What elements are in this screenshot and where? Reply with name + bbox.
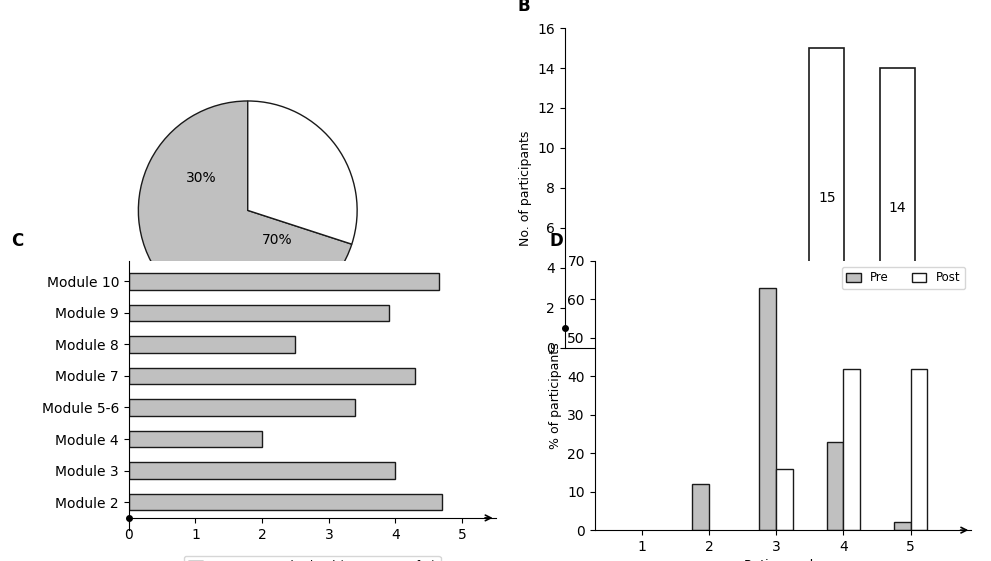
Bar xyxy=(129,273,439,289)
Text: 2: 2 xyxy=(751,321,760,335)
Text: D: D xyxy=(549,232,563,250)
Text: 30%: 30% xyxy=(185,171,216,185)
Text: 70%: 70% xyxy=(262,233,292,246)
Legend: Pre, Post: Pre, Post xyxy=(841,267,965,289)
Legend: Mean score obtained (max score of 5): Mean score obtained (max score of 5) xyxy=(183,555,441,561)
Bar xyxy=(911,369,928,530)
Bar xyxy=(894,522,911,530)
Bar xyxy=(129,368,415,384)
Bar xyxy=(759,288,776,530)
Bar xyxy=(880,68,916,348)
Bar xyxy=(129,399,356,416)
Y-axis label: No. of participants: No. of participants xyxy=(519,130,532,246)
Bar xyxy=(809,48,844,348)
X-axis label: Rating scale: Rating scale xyxy=(744,559,822,561)
Legend: Course completers, Drop outs: Course completers, Drop outs xyxy=(130,408,366,430)
Bar xyxy=(826,442,843,530)
X-axis label: Rating scale: Rating scale xyxy=(724,377,802,390)
Text: 15: 15 xyxy=(818,191,835,205)
Y-axis label: % of participants: % of participants xyxy=(549,342,562,449)
Bar xyxy=(129,494,442,511)
Bar xyxy=(738,308,774,348)
Bar xyxy=(843,369,860,530)
Text: 14: 14 xyxy=(889,201,907,215)
Bar xyxy=(692,484,709,530)
Bar xyxy=(776,468,793,530)
Bar xyxy=(129,305,388,321)
Bar xyxy=(129,462,395,479)
Text: C: C xyxy=(12,232,24,250)
Text: B: B xyxy=(517,0,530,15)
Wedge shape xyxy=(248,101,357,244)
Bar xyxy=(129,431,263,447)
Wedge shape xyxy=(139,101,352,320)
Bar xyxy=(129,336,295,353)
